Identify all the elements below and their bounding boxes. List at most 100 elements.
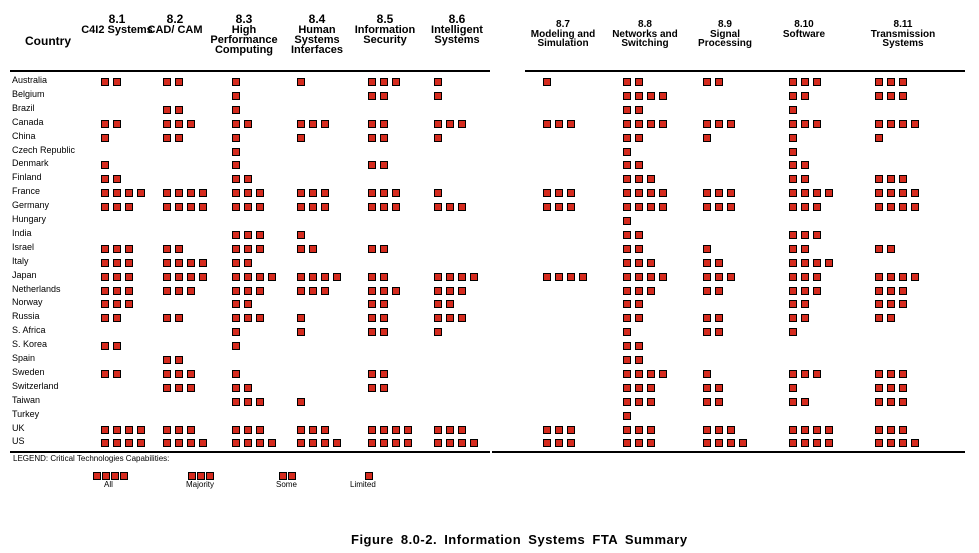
capability-box: [555, 425, 563, 434]
capability-box: [125, 425, 133, 434]
capability-box: [175, 314, 183, 323]
capability-box: [875, 78, 883, 86]
capability-box: [887, 203, 895, 212]
capability-cell: [101, 203, 133, 212]
capability-cell: [297, 439, 341, 448]
capability-box: [543, 425, 551, 434]
capability-box: [543, 272, 551, 281]
capability-cell: [623, 78, 643, 87]
capability-box: [887, 425, 895, 434]
capability-cell: [101, 258, 133, 268]
capability-box: [256, 425, 264, 434]
capability-box: [125, 439, 133, 448]
capability-box: [244, 314, 252, 323]
capability-box: [404, 425, 412, 434]
capability-box: [887, 78, 895, 86]
capability-box: [256, 189, 264, 198]
capability-box: [175, 78, 183, 86]
capability-cell: [789, 272, 821, 282]
capability-cell: [232, 314, 264, 323]
capability-box: [232, 244, 240, 253]
capability-box: [101, 369, 109, 378]
capability-cell: [623, 147, 631, 157]
capability-cell: [703, 78, 723, 87]
column-number: 8.9: [718, 19, 732, 30]
capability-box: [113, 244, 121, 253]
capability-box: [635, 78, 643, 86]
column-number: 8.6: [448, 12, 466, 26]
capability-box: [715, 383, 723, 392]
capability-box: [899, 286, 907, 295]
capability-box: [321, 439, 329, 448]
country-label: Japan: [12, 269, 37, 280]
capability-cell: [434, 119, 466, 129]
capability-box: [703, 328, 711, 337]
country-label: Russia: [12, 311, 40, 322]
capability-cell: [368, 314, 388, 323]
capability-box: [623, 397, 631, 406]
capability-box: [789, 175, 797, 184]
capability-box: [567, 272, 575, 281]
country-label: Finland: [12, 172, 42, 183]
column-title: CAD/ CAM: [147, 24, 203, 36]
capability-cell: [623, 411, 631, 421]
capability-cell: [623, 203, 667, 212]
capability-cell: [434, 203, 466, 212]
capability-box: [113, 272, 121, 281]
capability-box: [268, 272, 276, 281]
column-header-8-5: 8.5 Information Security: [340, 13, 430, 46]
capability-box: [887, 189, 895, 198]
country-label: Taiwan: [12, 394, 41, 405]
capability-cell: [875, 369, 907, 379]
capability-box: [543, 439, 551, 448]
capability-cell: [163, 133, 183, 143]
capability-cell: [434, 272, 478, 282]
legend-label: All: [104, 480, 113, 489]
capability-box: [244, 300, 252, 309]
capability-box: [715, 397, 723, 406]
capability-cell: [434, 439, 478, 448]
capability-box: [199, 203, 207, 212]
column-header-8-11: 8.11 Transmission Systems: [858, 20, 948, 49]
capability-box: [458, 119, 466, 128]
capability-box: [244, 189, 252, 198]
country-label: S. Africa: [12, 325, 46, 336]
capability-cell: [232, 258, 252, 268]
capability-box: [125, 272, 133, 281]
capability-box: [801, 286, 809, 295]
country-label: Netherlands: [12, 283, 61, 294]
capability-cell: [623, 91, 667, 101]
footer-rule-left: [10, 451, 490, 453]
capability-cell: [789, 369, 821, 379]
capability-cell: [163, 439, 207, 448]
capability-box: [187, 203, 195, 212]
capability-box: [288, 472, 296, 480]
capability-cell: [789, 133, 797, 143]
capability-cell: [297, 203, 329, 212]
capability-box: [887, 397, 895, 406]
column-header-8-10: 8.10 Software: [759, 20, 849, 40]
column-number: 8.3: [235, 12, 253, 26]
capability-box: [875, 286, 883, 295]
capability-cell: [368, 286, 400, 296]
capability-box: [579, 272, 587, 281]
column-header-8-8: 8.8 Networks and Switching: [600, 20, 690, 49]
capability-box: [647, 272, 655, 281]
capability-box: [232, 189, 240, 198]
capability-box: [801, 439, 809, 448]
capability-box: [163, 356, 171, 364]
capability-box: [187, 369, 195, 378]
capability-box: [715, 314, 723, 323]
capability-box: [789, 258, 797, 267]
capability-box: [875, 369, 883, 378]
capability-box: [125, 286, 133, 295]
capability-box: [232, 300, 240, 309]
capability-cell: [163, 203, 207, 212]
column-title: Human Systems Interfaces: [291, 24, 343, 56]
capability-box: [446, 300, 454, 309]
capability-box: [703, 244, 711, 253]
capability-box: [137, 189, 145, 198]
capability-box: [789, 425, 797, 434]
capability-box: [101, 314, 109, 323]
capability-box: [899, 383, 907, 392]
